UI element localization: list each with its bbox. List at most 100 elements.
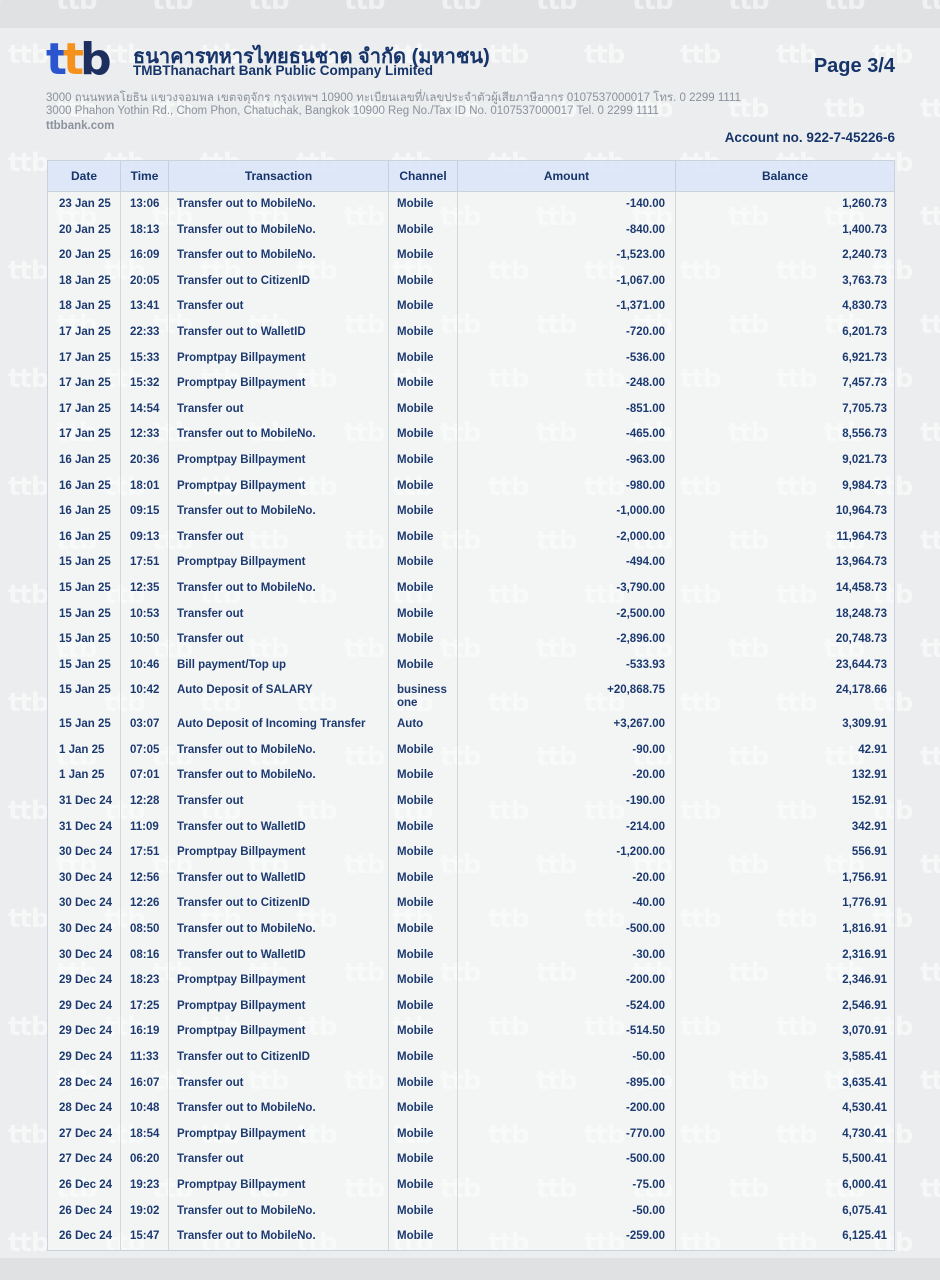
cell-channel: Mobile xyxy=(389,524,458,551)
table-row: 31 Dec 24 11:09 Transfer out to WalletID Mo… xyxy=(48,814,894,841)
cell-date: 16 Jan 25 xyxy=(48,473,121,500)
cell-amount: -1,523.00 xyxy=(458,243,676,269)
cell-transaction: Transfer out to WalletID xyxy=(169,319,389,346)
cell-date: 16 Jan 25 xyxy=(48,524,121,551)
column-header-time: Time xyxy=(121,161,169,191)
cell-date: 17 Jan 25 xyxy=(48,371,121,397)
cell-time: 16:07 xyxy=(121,1070,169,1097)
cell-date: 29 Dec 24 xyxy=(48,993,121,1020)
cell-transaction: Promptpay Billpayment xyxy=(169,840,389,866)
cell-amount: -1,067.00 xyxy=(458,268,676,295)
table-row: 17 Jan 25 12:33 Transfer out to MobileNo. M… xyxy=(48,422,894,448)
table-row: 15 Jan 25 17:51 Promptpay Billpayment Mobil… xyxy=(48,550,894,576)
cell-transaction: Transfer out to WalletID xyxy=(169,865,389,892)
table-row: 26 Dec 24 19:02 Transfer out to MobileNo. M… xyxy=(48,1198,894,1225)
cell-transaction: Transfer out xyxy=(169,294,389,320)
cell-date: 16 Jan 25 xyxy=(48,447,121,474)
cell-time: 17:51 xyxy=(121,550,169,576)
cell-balance: 6,201.73 xyxy=(842,325,887,338)
cell-balance: 2,346.91 xyxy=(842,974,887,987)
table-row: 29 Dec 24 16:19 Promptpay Billpayment Mobil… xyxy=(48,1019,894,1045)
cell-transaction: Transfer out xyxy=(169,1147,389,1173)
cell-time: 17:51 xyxy=(121,840,169,866)
table-row: 23 Jan 25 13:06 Transfer out to MobileNo. M… xyxy=(48,192,894,218)
transaction-table: Date Time Transaction Channel Amount Bal… xyxy=(47,160,895,1251)
cell-time: 13:06 xyxy=(121,192,169,218)
cell-time: 18:01 xyxy=(121,473,169,500)
cell-channel: Mobile xyxy=(389,345,458,372)
cell-channel: Mobile xyxy=(389,499,458,525)
cell-balance: 42.91 xyxy=(858,743,887,756)
cell-amount: -2,000.00 xyxy=(458,524,676,551)
cell-amount: -533.93 xyxy=(458,652,676,679)
cell-date: 15 Jan 25 xyxy=(48,575,121,602)
cell-amount: -3,790.00 xyxy=(458,575,676,602)
cell-amount: -30.00 xyxy=(458,942,676,969)
cell-balance: 5,500.41 xyxy=(842,1153,887,1166)
logo-letter: t xyxy=(46,34,67,85)
cell-time: 07:05 xyxy=(121,737,169,764)
cell-channel: Mobile xyxy=(389,447,458,474)
cell-date: 17 Jan 25 xyxy=(48,422,121,448)
cell-channel: Mobile xyxy=(389,1147,458,1173)
column-header-date: Date xyxy=(48,161,121,191)
cell-channel: Mobile xyxy=(389,601,458,628)
cell-balance: 9,984.73 xyxy=(842,479,887,492)
cell-time: 11:33 xyxy=(121,1045,169,1071)
cell-time: 22:33 xyxy=(121,319,169,346)
table-row: 17 Jan 25 15:33 Promptpay Billpayment Mobil… xyxy=(48,345,894,372)
table-row: 30 Dec 24 08:16 Transfer out to WalletID Mo… xyxy=(48,942,894,969)
cell-transaction: Transfer out to WalletID xyxy=(169,942,389,969)
cell-balance: 1,400.73 xyxy=(842,223,887,236)
cell-transaction: Transfer out xyxy=(169,627,389,653)
cell-time: 19:02 xyxy=(121,1198,169,1225)
cell-date: 26 Dec 24 xyxy=(48,1172,121,1199)
table-row: 15 Jan 25 12:35 Transfer out to MobileNo. M… xyxy=(48,575,894,602)
cell-date: 26 Dec 24 xyxy=(48,1198,121,1225)
cell-amount: -963.00 xyxy=(458,447,676,474)
cell-date: 20 Jan 25 xyxy=(48,243,121,269)
cell-balance: 13,964.73 xyxy=(835,556,887,569)
cell-balance: 4,830.73 xyxy=(842,300,887,313)
cell-channel: Mobile xyxy=(389,942,458,969)
cell-transaction: Transfer out to MobileNo. xyxy=(169,1096,389,1122)
cell-amount: -465.00 xyxy=(458,422,676,448)
table-row: 1 Jan 25 07:05 Transfer out to MobileNo. Mo… xyxy=(48,737,894,764)
cell-time: 03:07 xyxy=(121,712,169,738)
table-row: 1 Jan 25 07:01 Transfer out to MobileNo. Mo… xyxy=(48,763,894,790)
cell-transaction: Promptpay Billpayment xyxy=(169,345,389,372)
cell-transaction: Promptpay Billpayment xyxy=(169,1121,389,1148)
cell-time: 18:13 xyxy=(121,217,169,244)
cell-time: 15:47 xyxy=(121,1224,169,1250)
cell-date: 15 Jan 25 xyxy=(48,712,121,738)
bank-address-english: 3000 Phahon Yothin Rd., Chom Phon, Chatu… xyxy=(46,105,659,117)
cell-transaction: Transfer out xyxy=(169,1070,389,1097)
cell-transaction: Promptpay Billpayment xyxy=(169,1019,389,1045)
cell-transaction: Promptpay Billpayment xyxy=(169,550,389,576)
cell-amount: -1,000.00 xyxy=(458,499,676,525)
cell-transaction: Transfer out to MobileNo. xyxy=(169,192,389,218)
cell-balance: 18,248.73 xyxy=(835,607,887,620)
cell-channel: Auto xyxy=(389,712,458,738)
cell-date: 18 Jan 25 xyxy=(48,268,121,295)
cell-amount: -50.00 xyxy=(458,1198,676,1225)
table-row: 31 Dec 24 12:28 Transfer out Mobile -190.00 1… xyxy=(48,789,894,815)
cell-channel: Mobile xyxy=(389,652,458,679)
table-row: 28 Dec 24 10:48 Transfer out to MobileNo. M… xyxy=(48,1096,894,1122)
cell-date: 29 Dec 24 xyxy=(48,968,121,994)
cell-channel: Mobile xyxy=(389,371,458,397)
cell-amount: -1,371.00 xyxy=(458,294,676,320)
cell-balance: 1,260.73 xyxy=(842,198,887,210)
cell-time: 12:35 xyxy=(121,575,169,602)
cell-time: 15:33 xyxy=(121,345,169,372)
cell-amount: -536.00 xyxy=(458,345,676,372)
cell-date: 18 Jan 25 xyxy=(48,294,121,320)
cell-date: 17 Jan 25 xyxy=(48,345,121,372)
account-number: Account no. 922-7-45226-6 xyxy=(724,130,895,145)
cell-date: 29 Dec 24 xyxy=(48,1019,121,1045)
table-row: 17 Jan 25 14:54 Transfer out Mobile -851.00 7… xyxy=(48,396,894,423)
cell-amount: -2,500.00 xyxy=(458,601,676,628)
cell-transaction: Transfer out xyxy=(169,396,389,423)
cell-balance: 10,964.73 xyxy=(835,505,887,518)
cell-balance: 6,125.41 xyxy=(842,1230,887,1243)
